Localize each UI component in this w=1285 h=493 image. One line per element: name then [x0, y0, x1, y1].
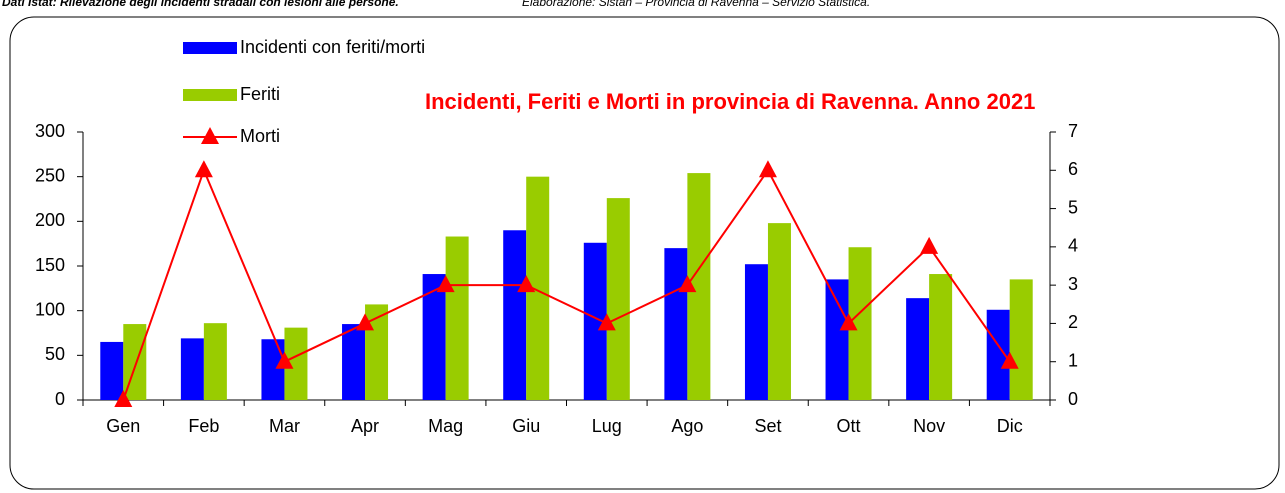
- y2-tick-label: 1: [1068, 350, 1078, 370]
- y2-tick-label: 6: [1068, 159, 1078, 179]
- legend-label: Feriti: [240, 84, 280, 104]
- source: Elaborazione: Sistan – Provincia di Rave…: [522, 0, 870, 9]
- legend-swatch: [183, 42, 237, 54]
- bar: [100, 341, 124, 400]
- marker: [678, 275, 697, 293]
- x-tick-label: Ago: [671, 416, 703, 436]
- bar: [906, 298, 930, 400]
- x-tick-label: Feb: [188, 416, 219, 436]
- bar: [825, 279, 849, 400]
- y2-tick-label: 0: [1068, 389, 1078, 409]
- x-tick-label: Gen: [106, 416, 140, 436]
- y-tick-label: 300: [35, 121, 65, 141]
- bar: [203, 323, 227, 400]
- marker: [436, 275, 455, 293]
- y2-tick-label: 7: [1068, 121, 1078, 141]
- bar: [767, 223, 791, 400]
- marker: [758, 160, 777, 178]
- y-tick-label: 200: [35, 210, 65, 230]
- y-tick-label: 0: [55, 389, 65, 409]
- x-tick-label: Ott: [837, 416, 861, 436]
- marker: [597, 313, 616, 331]
- marker: [114, 390, 133, 407]
- y-tick-label: 100: [35, 299, 65, 319]
- bar: [986, 309, 1010, 400]
- x-tick-label: Set: [754, 416, 781, 436]
- bar: [422, 274, 446, 400]
- bar: [583, 242, 607, 400]
- y2-tick-label: 4: [1068, 236, 1078, 256]
- y2-tick-label: 5: [1068, 197, 1078, 217]
- bar: [526, 176, 550, 400]
- bar: [848, 247, 872, 400]
- y-tick-label: 150: [35, 255, 65, 275]
- marker: [356, 313, 375, 331]
- marker: [839, 313, 858, 331]
- bar: [606, 198, 630, 400]
- y-tick-label: 50: [45, 344, 65, 364]
- bar: [261, 339, 285, 400]
- legend-swatch: [183, 89, 237, 101]
- line: [122, 167, 1011, 401]
- chart-title: Incidenti, Feriti e Morti in provincia d…: [425, 89, 1035, 114]
- x-tick-label: Dic: [997, 416, 1023, 436]
- bar: [342, 324, 366, 400]
- x-tick-label: Mag: [428, 416, 463, 436]
- x-tick-label: Apr: [351, 416, 379, 436]
- marker: [920, 236, 939, 254]
- source-bold: Dati Istat: Rilevazione degli incidenti …: [2, 0, 399, 9]
- x-tick-label: Nov: [913, 416, 945, 436]
- legend-label: Morti: [240, 126, 280, 146]
- legend-label: Incidenti con feriti/morti: [240, 37, 425, 57]
- legend-marker: [201, 127, 219, 144]
- marker: [1000, 351, 1019, 369]
- y2-tick-label: 2: [1068, 312, 1078, 332]
- x-tick-label: Mar: [269, 416, 300, 436]
- bar: [284, 327, 308, 400]
- x-tick-label: Giu: [512, 416, 540, 436]
- frame: [9, 16, 1280, 490]
- bar: [180, 338, 204, 400]
- marker: [275, 351, 294, 369]
- x-tick-label: Lug: [592, 416, 622, 436]
- bar: [664, 248, 688, 400]
- marker: [517, 275, 536, 293]
- bar: [503, 230, 527, 400]
- bar: [744, 264, 768, 400]
- bar: [929, 274, 953, 400]
- y2-tick-label: 3: [1068, 274, 1078, 294]
- marker: [194, 160, 213, 178]
- bar: [687, 173, 711, 400]
- bar: [445, 236, 469, 400]
- y-tick-label: 250: [35, 165, 65, 185]
- bar: [1009, 279, 1033, 400]
